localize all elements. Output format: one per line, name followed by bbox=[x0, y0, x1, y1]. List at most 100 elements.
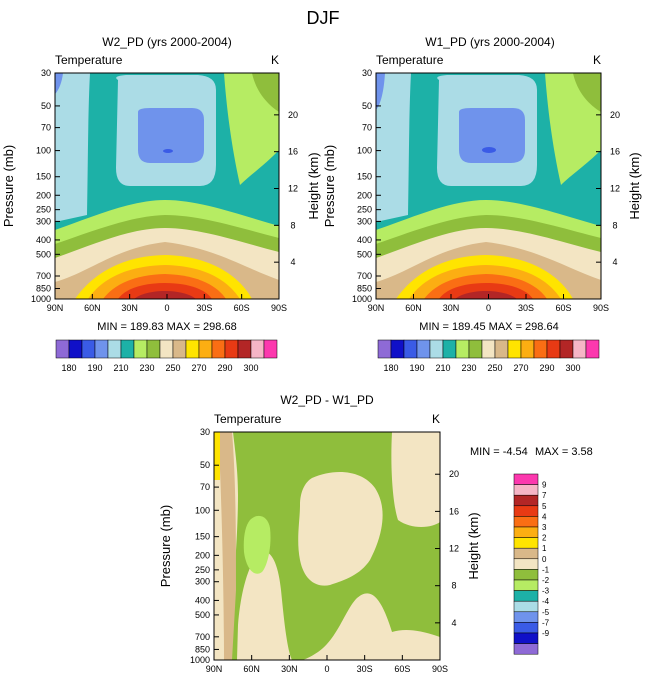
panel-c-stats-min: MIN = -4.54 bbox=[470, 446, 528, 458]
panel-b-unit: K bbox=[593, 53, 601, 67]
x-tick-label: 30S bbox=[518, 303, 534, 313]
y-tick-label: 50 bbox=[200, 460, 210, 470]
field-band-9 bbox=[134, 291, 196, 299]
y-tick-label: 50 bbox=[41, 101, 51, 111]
x-tick-label: 60S bbox=[234, 303, 250, 313]
panel-b-y2label: Height (km) bbox=[627, 152, 642, 219]
legend-swatch bbox=[507, 339, 522, 359]
x-tick-label: 90N bbox=[368, 303, 385, 313]
field-band-9 bbox=[455, 291, 517, 299]
legend-swatch bbox=[94, 339, 109, 359]
field-pole-cap bbox=[55, 73, 90, 222]
legend-swatch bbox=[513, 526, 539, 538]
panel-w2-pd: W2_PD (yrs 2000-2004) Temperature K 30 50… bbox=[1, 35, 321, 373]
y-tick-label: 500 bbox=[36, 249, 51, 259]
legend-label: 180 bbox=[61, 363, 76, 373]
y2-tick-label: 12 bbox=[610, 184, 620, 194]
field-tropopause-core bbox=[482, 147, 496, 153]
legend-label: 250 bbox=[487, 363, 502, 373]
legend-label: 300 bbox=[565, 363, 580, 373]
legend-swatch bbox=[146, 339, 161, 359]
y-tick-label: 300 bbox=[195, 577, 210, 587]
y-tick-label: 50 bbox=[362, 101, 372, 111]
diff-band-pos1 bbox=[220, 432, 236, 660]
field-south-warm bbox=[224, 73, 279, 185]
y-tick-label: 300 bbox=[357, 216, 372, 226]
field-tropopause-inner bbox=[459, 108, 525, 163]
legend-swatch bbox=[494, 339, 509, 359]
legend-swatch bbox=[513, 632, 539, 644]
legend-swatch bbox=[513, 484, 539, 496]
legend-label: 210 bbox=[435, 363, 450, 373]
x-tick-label: 60S bbox=[394, 664, 410, 674]
field-tropopause-core bbox=[163, 149, 173, 153]
legend-swatch bbox=[513, 590, 539, 602]
legend-swatch bbox=[513, 494, 539, 507]
legend-swatch bbox=[513, 537, 539, 549]
x-tick-label: 30N bbox=[281, 664, 298, 674]
legend-swatch bbox=[120, 339, 135, 359]
legend-swatch bbox=[133, 339, 148, 359]
y2-tick-label: 4 bbox=[612, 257, 617, 267]
legend-swatch bbox=[513, 579, 539, 591]
legend-swatch bbox=[55, 339, 70, 359]
legend-label: 210 bbox=[113, 363, 128, 373]
legend-label: 0 bbox=[542, 555, 547, 564]
x-tick-label: 90N bbox=[47, 303, 64, 313]
legend-swatch bbox=[185, 339, 200, 359]
legend-label: -4 bbox=[542, 597, 550, 606]
legend-swatch bbox=[513, 569, 539, 581]
legend-label: 190 bbox=[409, 363, 424, 373]
x-tick-label: 30N bbox=[121, 303, 138, 313]
legend-swatch bbox=[559, 339, 574, 359]
legend-label: 290 bbox=[539, 363, 554, 373]
y-tick-label: 500 bbox=[357, 249, 372, 259]
panel-c-unit: K bbox=[432, 412, 440, 426]
y-tick-label: 150 bbox=[357, 172, 372, 182]
legend-swatch bbox=[81, 339, 96, 359]
y2-tick-label: 16 bbox=[449, 506, 459, 516]
y-tick-label: 200 bbox=[36, 190, 51, 200]
legend-swatch bbox=[481, 339, 496, 359]
legend-swatch bbox=[520, 339, 535, 359]
legend-swatch bbox=[107, 339, 122, 359]
legend-swatch bbox=[377, 339, 392, 359]
panel-b-ylabel: Pressure (mb) bbox=[322, 145, 337, 227]
y-tick-label: 1000 bbox=[352, 294, 372, 304]
page-title: DJF bbox=[307, 8, 340, 28]
legend-swatch bbox=[513, 558, 539, 570]
x-tick-label: 30N bbox=[443, 303, 460, 313]
legend-swatch bbox=[513, 600, 539, 613]
y-tick-label: 30 bbox=[362, 68, 372, 78]
field-south-warm bbox=[545, 73, 601, 185]
legend-swatch bbox=[442, 339, 457, 359]
legend-label: 3 bbox=[542, 523, 547, 532]
y-tick-label: 700 bbox=[195, 632, 210, 642]
legend-label: 5 bbox=[542, 502, 547, 511]
legend-swatch bbox=[416, 339, 431, 359]
x-tick-label: 0 bbox=[486, 303, 491, 313]
x-tick-label: 0 bbox=[164, 303, 169, 313]
legend-label: 180 bbox=[383, 363, 398, 373]
legend-label: 270 bbox=[191, 363, 206, 373]
y2-tick-label: 20 bbox=[610, 110, 620, 120]
y-tick-label: 850 bbox=[36, 284, 51, 294]
legend-swatch bbox=[513, 547, 539, 560]
legend-swatch bbox=[198, 339, 213, 359]
y-tick-label: 200 bbox=[195, 550, 210, 560]
legend-label: -5 bbox=[542, 608, 550, 617]
x-tick-label: 90N bbox=[206, 664, 223, 674]
legend-swatch bbox=[237, 339, 252, 359]
panel-a-ylabel: Pressure (mb) bbox=[1, 145, 16, 227]
x-tick-label: 60S bbox=[555, 303, 571, 313]
y2-tick-label: 16 bbox=[610, 147, 620, 157]
y2-tick-label: 12 bbox=[288, 184, 298, 194]
y2-tick-label: 20 bbox=[449, 469, 459, 479]
legend-swatch bbox=[513, 643, 539, 655]
panel-a-field bbox=[55, 73, 279, 299]
legend-label: 9 bbox=[542, 481, 547, 490]
y-tick-label: 100 bbox=[36, 146, 51, 156]
panel-a-stats: MIN = 189.83 MAX = 298.68 bbox=[97, 321, 236, 333]
legend-swatch bbox=[546, 339, 561, 359]
panel-a-y2label: Height (km) bbox=[306, 152, 321, 219]
